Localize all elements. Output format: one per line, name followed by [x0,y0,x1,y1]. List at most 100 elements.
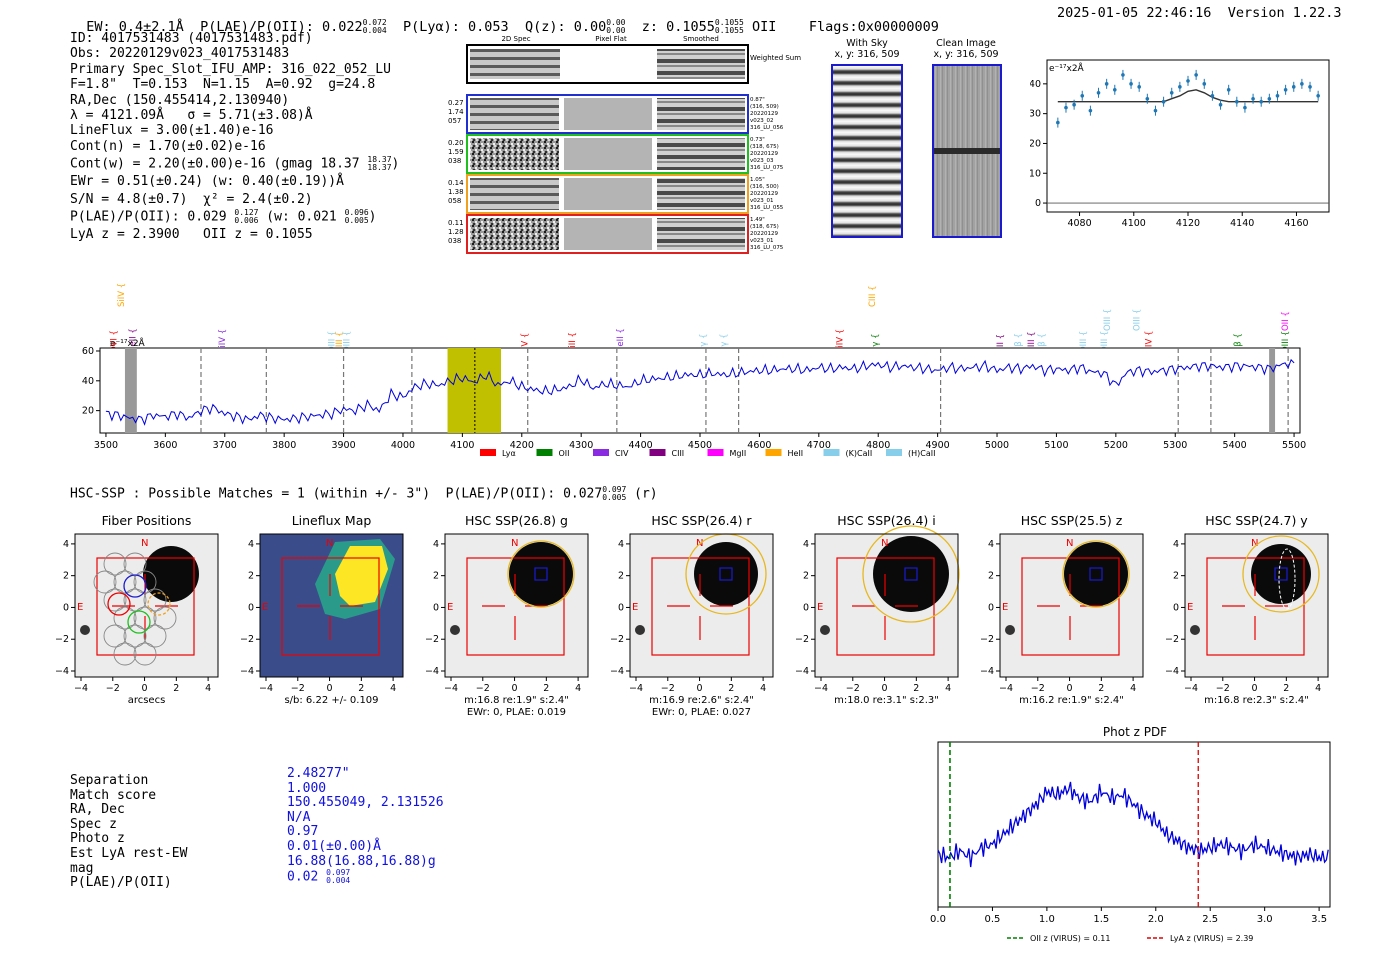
zoom-data-point [1226,88,1231,92]
image-panel: HSC SSP(26.4) i N E −4 −4 −2 −2 0 0 2 2 4 4 m:18.0 re… [795,513,960,706]
spectrum-x-tick-label: 5400 [1223,440,1247,451]
match-ellipse-alt [1278,548,1296,610]
cutout-2d-spec [470,98,559,130]
header-z-lo: 0.1055 [714,26,744,35]
panel-x-tick-label: 2 [543,683,549,694]
cutout-row-meta: 316_LU_075 [750,245,784,251]
image-panel-caption: m:16.2 re:1.9" s:2.4" [1019,695,1124,706]
image-panel-caption: s/b: 6.22 +/- 0.109 [284,695,378,706]
info-plae-w: (w: 0.021 [266,209,337,225]
panel-y-tick-label: 2 [63,571,69,582]
cutout-row-stat: 1.38 [448,188,464,196]
cutout-row-stat: 1.28 [448,228,464,236]
panel-x-tick-label: 0 [512,683,518,694]
photz-x-tick-label: 1.0 [1039,914,1055,925]
header-qz-lo: 0.00 [606,26,626,35]
match-marker [1274,567,1288,581]
zoom-data-point [1137,85,1141,89]
panel-y-tick-label: −4 [1165,666,1179,677]
cutout-col-header: 2D Spec [501,35,530,43]
match-ellipse [507,540,575,608]
cutout-smoothed [657,218,745,250]
spectrum-x-tick-label: 3700 [213,440,237,451]
cutout-row-meta: v023_02 [750,118,774,124]
info-line: LineFlux = 3.00(±1.40)e-16 [70,123,274,139]
fiber-circle [123,624,147,648]
spectrum-line [105,358,1295,426]
match-label: Est LyA rest-EW [70,845,188,861]
weighted-sum-2d [470,49,560,79]
clean-image-trace [934,148,1000,154]
zoom-y-tick-label: 40 [1030,79,1041,90]
panel-y-tick-label: −4 [55,666,69,677]
zoom-plot-axes: 4080 4100 4120 4140 4160 0 10 20 30 40 [1030,79,1309,229]
header-plya: P(Lyα): 0.053 [403,19,509,35]
match-value: 1.000 [287,780,327,796]
info-lya-z: LyA z = 2.3900 OII z = 0.1055 [70,227,313,243]
with-sky-xy: x, y: 316, 509 [834,49,900,60]
panel-x-tick-label: −4 [74,683,88,694]
spectrum-line-label: Hγ { [720,333,730,353]
image-panel-title: HSC SSP(26.4) r [651,513,752,528]
header-plae-lo: 0.004 [362,26,387,35]
cutout-row-meta: (316, 509) [750,104,779,110]
spectrum-x-tick-label: 5200 [1104,440,1128,451]
east-label: E [262,602,268,613]
info-line: F=1.8" T=0.153 N=1.15 A=0.92 g=24.8 [70,77,376,93]
panel-y-tick-label: 0 [1173,602,1179,613]
cutout-row-meta: v023_01 [750,238,774,244]
spectrum-x-tick-label: 3500 [94,440,118,451]
match-summary-hi: 0.097 [602,485,627,494]
cutout-row-stat: 0.20 [448,139,464,147]
panel-y-tick-label: −2 [240,634,254,645]
image-panel-frame [1184,533,1329,678]
panel-y-tick-label: −4 [425,666,439,677]
image-panel: Fiber Positions N E −4 −4 −2 −2 0 0 2 2 4 4 arcsecs [55,513,219,706]
panel-y-tick-label: −4 [795,666,809,677]
cutout-row-meta: (318, 675) [750,144,779,150]
panel-y-tick-label: 4 [618,539,624,550]
image-panel: HSC SSP(25.5) z N E −4 −4 −2 −2 0 0 2 2 4 4 m:16.2 re… [980,513,1144,706]
match-label: mag [70,860,94,876]
info-ewr: EWr = 0.51(±0.24) (w: 0.40(±0.19))Å [70,174,344,190]
photz-x-tick-label: 2.0 [1148,914,1164,925]
spectrum-x-tick-label: 3800 [272,440,296,451]
cutout-pixel-flat [564,138,652,170]
zoom-x-tick-label: 4080 [1067,218,1091,229]
header-z-line: OII [751,19,777,35]
panel-y-tick-label: 4 [1173,539,1179,550]
info-contw-text: Cont(w) = 2.20(±0.00)e-16 (gmag 18.37 [70,156,360,172]
image-panel-frame [74,533,219,678]
zoom-data-point [1080,93,1085,98]
spectrum-line-label: HeII { [616,328,626,353]
spectrum-line-label: Hγ { [699,333,709,353]
match-label: Separation [70,773,149,788]
panel-y-tick-label: −2 [795,634,809,645]
panel-x-tick-label: 0 [882,683,888,694]
image-panel-frame [999,533,1144,678]
zoom-data-point [1210,93,1215,98]
match-marker [534,567,548,581]
spectrum-y-tick-label: 40 [82,376,94,387]
fiber-circle [133,642,157,666]
legend-swatch [823,449,840,456]
image-panel-caption2: EWr: 0, PLAE: 0.019 [467,707,566,718]
cutout-row-meta: v023_03 [750,158,774,164]
header-timestamp: 2025-01-05 22:46:16 [1057,5,1212,21]
spectrum-masked-band [124,348,137,433]
zoom-data-point [1251,96,1255,101]
panel-y-tick-label: −2 [425,634,439,645]
image-panel-title: HSC SSP(26.8) g [465,513,568,528]
image-panel: Lineflux Map N E −4 −4 −2 −2 0 0 2 2 4 4 s/b: 6.22 +/… [240,513,404,706]
cutout-row-stat: 0.11 [448,219,464,227]
spectrum-x-tick-label: 4500 [688,440,712,451]
panel-x-tick-label: 0 [1252,683,1258,694]
east-label: E [632,602,638,613]
spectrum-x-tick-label: 5300 [1163,440,1187,451]
spectrum-line-label: OIII { [328,331,338,353]
fiber-circle-orange [147,592,171,616]
cutout-row-meta: 0.87" [750,97,765,103]
image-panel-frame [629,533,774,678]
image-panel-title: Lineflux Map [292,513,372,528]
